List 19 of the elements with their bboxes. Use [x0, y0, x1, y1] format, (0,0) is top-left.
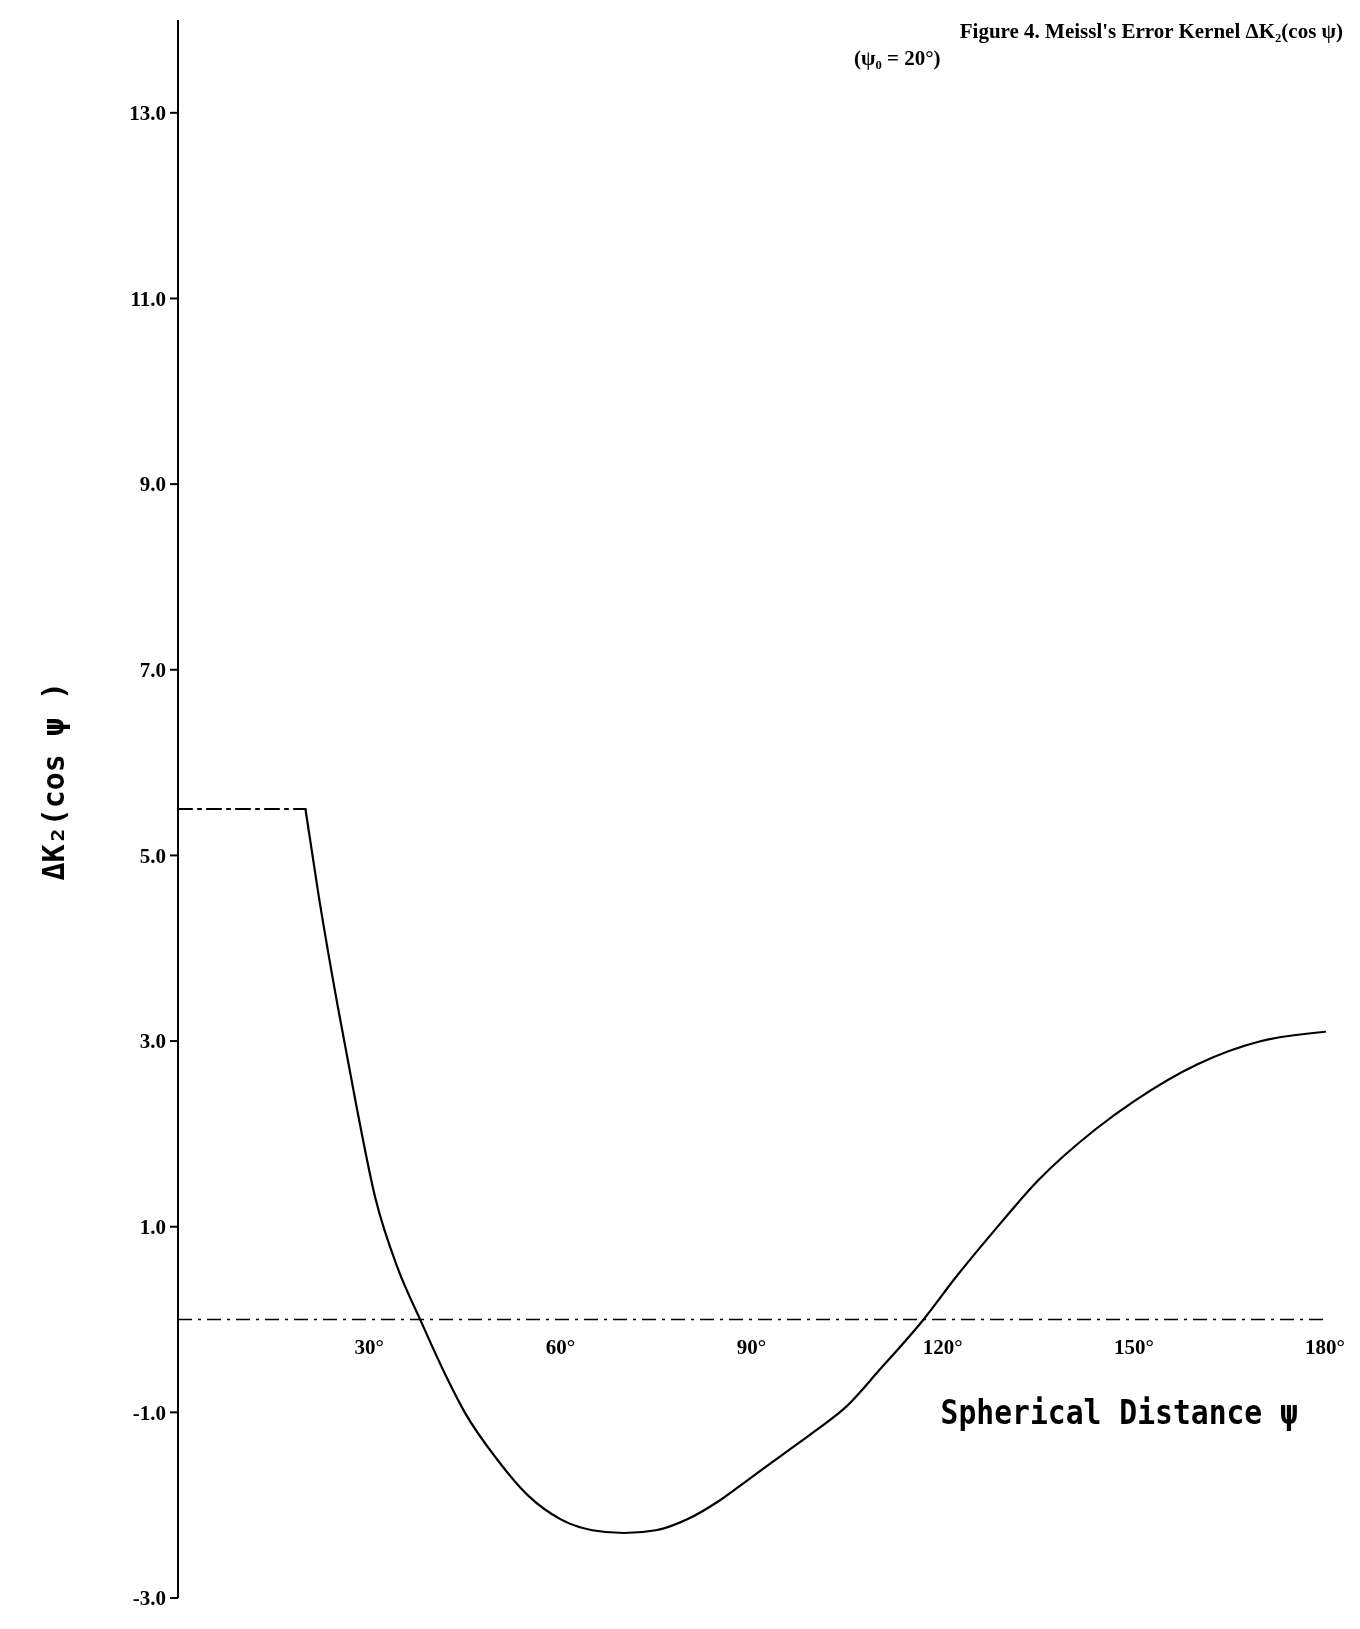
x-tick-label: 30°: [354, 1334, 384, 1359]
y-tick-label: 13.0: [129, 101, 166, 126]
text: (ψ₀ = 20°): [854, 46, 941, 70]
y-tick-label: 11.0: [130, 286, 166, 311]
x-axis-title: Spherical Distance ψ: [940, 1393, 1298, 1432]
y-tick-label: -1.0: [132, 1400, 166, 1425]
y-tick-label: 7.0: [139, 658, 166, 683]
x-tick-label: 60°: [545, 1334, 576, 1359]
y-tick-label: 1.0: [139, 1215, 166, 1240]
y-tick-label: 5.0: [139, 843, 166, 868]
y-axis-title: ΔK₂(cos ψ ): [36, 681, 71, 881]
y-tick-label: -3.0: [132, 1586, 166, 1611]
y-tick-label: 3.0: [139, 1029, 166, 1054]
y-tick-label: 9.0: [139, 472, 166, 497]
x-tick-label: 180°: [1305, 1334, 1345, 1359]
x-tick-label: 150°: [1113, 1334, 1154, 1359]
x-tick-label: 90°: [736, 1334, 767, 1359]
x-tick-label: 120°: [922, 1334, 963, 1359]
chart-title: Figure 4. Meissl's Error Kernel ΔK₂(cos ψ): [959, 19, 1343, 43]
